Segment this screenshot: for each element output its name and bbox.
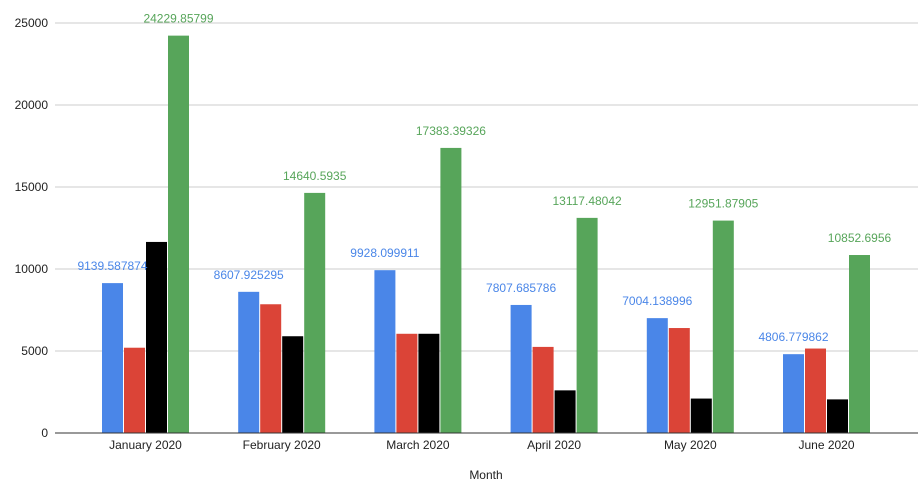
data-label: 13117.48042 xyxy=(553,194,623,208)
bar xyxy=(576,217,598,433)
data-label: 7004.138996 xyxy=(622,294,692,308)
data-label: 17383.39326 xyxy=(416,124,486,138)
bar xyxy=(690,398,712,433)
bar xyxy=(712,220,734,433)
bar xyxy=(827,399,848,433)
data-label: 14640.5935 xyxy=(283,169,347,183)
bar xyxy=(440,147,462,433)
gridlines xyxy=(55,22,918,352)
x-tick-label: January 2020 xyxy=(109,438,182,452)
bar xyxy=(304,192,326,433)
data-label: 12951.87905 xyxy=(688,197,758,211)
x-axis-title: Month xyxy=(469,468,502,482)
data-label: 10852.6956 xyxy=(828,231,892,245)
bar xyxy=(238,291,260,433)
y-tick-label: 15000 xyxy=(15,180,49,194)
x-tick-label: June 2020 xyxy=(798,438,854,452)
bar xyxy=(849,255,870,433)
x-tick-label: February 2020 xyxy=(243,438,321,452)
y-tick-label: 25000 xyxy=(15,16,49,30)
data-label: 9139.587874 xyxy=(77,259,147,273)
data-label: 24229.85799 xyxy=(143,12,213,26)
y-tick-label: 10000 xyxy=(15,262,49,276)
bar xyxy=(783,354,804,433)
x-tick-label: May 2020 xyxy=(664,438,717,452)
data-label: 4806.779862 xyxy=(758,330,828,344)
y-axis-ticks: 0 5000 10000 15000 20000 25000 xyxy=(15,16,49,440)
bar xyxy=(532,346,554,433)
x-tick-label: April 2020 xyxy=(527,438,581,452)
bar xyxy=(805,348,826,433)
data-label: 9928.099911 xyxy=(350,246,420,260)
x-tick-label: March 2020 xyxy=(386,438,450,452)
bar xyxy=(260,304,282,433)
x-axis-ticks: January 2020 February 2020 March 2020 April… xyxy=(109,438,855,452)
y-tick-label: 0 xyxy=(41,426,48,440)
bar xyxy=(668,328,690,433)
bar xyxy=(282,336,304,433)
bar xyxy=(554,390,576,433)
y-tick-label: 20000 xyxy=(15,98,49,112)
bar xyxy=(418,333,440,433)
data-label: 8607.925295 xyxy=(214,268,284,282)
y-tick-label: 5000 xyxy=(21,344,48,358)
bar xyxy=(124,347,145,433)
bars xyxy=(102,35,870,433)
bar xyxy=(168,35,189,433)
bar xyxy=(102,283,123,433)
bar xyxy=(374,270,396,433)
data-label: 7807.685786 xyxy=(486,281,556,295)
bar xyxy=(146,241,167,433)
bar xyxy=(396,333,418,433)
bar xyxy=(646,318,668,433)
data-labels: 9139.587874 24229.85799 8607.925295 14640.5… xyxy=(77,12,891,345)
bar xyxy=(510,304,532,433)
